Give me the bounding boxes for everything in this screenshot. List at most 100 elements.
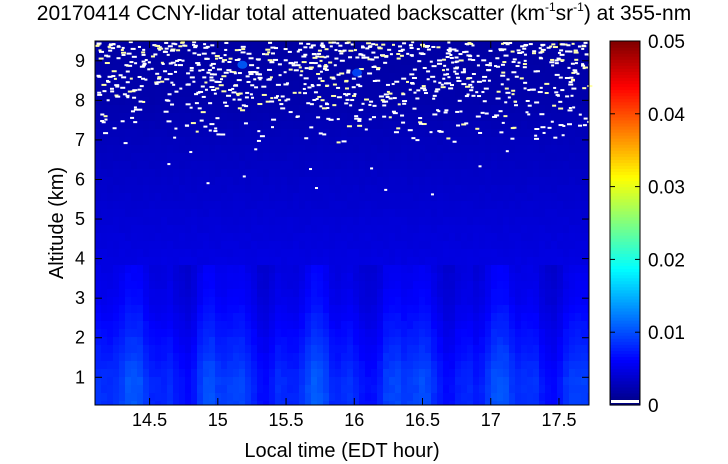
noise-speckle xyxy=(173,136,177,139)
heatmap-cell xyxy=(161,273,168,282)
heatmap-cell xyxy=(473,41,480,50)
heatmap-cell xyxy=(191,353,198,362)
heatmap-cell xyxy=(173,257,180,266)
noise-speckle xyxy=(166,120,172,123)
heatmap-cell xyxy=(161,185,168,194)
heatmap-cell xyxy=(401,337,408,346)
heatmap-cell xyxy=(575,281,582,290)
heatmap-cell xyxy=(203,273,210,282)
heatmap-cell xyxy=(281,97,288,106)
heatmap-cell xyxy=(461,249,468,258)
heatmap-cell xyxy=(113,241,120,250)
heatmap-cell xyxy=(131,201,138,210)
heatmap-cell xyxy=(239,41,246,50)
heatmap-cell xyxy=(431,209,438,218)
heatmap-cell xyxy=(305,217,312,226)
heatmap-cell xyxy=(323,161,330,170)
heatmap-cell xyxy=(251,385,258,394)
heatmap-cell xyxy=(203,249,210,258)
noise-speckle xyxy=(368,118,372,121)
heatmap-cell xyxy=(473,193,480,202)
heatmap-cell xyxy=(293,345,300,354)
heatmap-cell xyxy=(479,337,486,346)
heatmap-cell xyxy=(533,249,540,258)
noise-speckle xyxy=(552,104,557,107)
noise-speckle xyxy=(534,134,538,137)
heatmap-cell xyxy=(449,217,456,226)
noise-speckle xyxy=(353,93,357,96)
heatmap-cell xyxy=(269,353,276,362)
noise-speckle xyxy=(302,87,306,90)
heatmap-cell xyxy=(119,313,126,322)
heatmap-cell xyxy=(149,89,156,98)
heatmap-cell xyxy=(227,41,234,50)
heatmap-cell xyxy=(359,369,366,378)
heatmap-cell xyxy=(449,145,456,154)
heatmap-cell xyxy=(461,297,468,306)
heatmap-cell xyxy=(509,73,516,82)
heatmap-cell xyxy=(491,369,498,378)
heatmap-cell xyxy=(269,393,276,402)
heatmap-cell xyxy=(527,385,534,394)
heatmap-cell xyxy=(167,73,174,82)
heatmap-cell xyxy=(569,273,576,282)
heatmap-cell xyxy=(479,273,486,282)
heatmap-cell xyxy=(107,321,114,330)
heatmap-cell xyxy=(239,321,246,330)
heatmap-cell xyxy=(119,97,126,106)
heatmap-cell xyxy=(533,337,540,346)
noise-speckle xyxy=(224,104,229,107)
noise-speckle xyxy=(375,43,379,46)
heatmap-cell xyxy=(359,353,366,362)
heatmap-cell xyxy=(461,81,468,90)
heatmap-cell xyxy=(299,241,306,250)
heatmap-cell xyxy=(329,41,336,50)
noise-speckle xyxy=(224,41,229,44)
heatmap-cell xyxy=(137,185,144,194)
heatmap-cell xyxy=(551,161,558,170)
heatmap-cell xyxy=(359,57,366,66)
heatmap-cell xyxy=(515,361,522,370)
noise-speckle xyxy=(422,87,427,90)
noise-speckle xyxy=(476,54,480,57)
heatmap-cell xyxy=(461,369,468,378)
heatmap-cell xyxy=(425,305,432,314)
colorbar-segment xyxy=(610,344,640,348)
heatmap-cell xyxy=(383,193,390,202)
heatmap-cell xyxy=(263,241,270,250)
heatmap-cell xyxy=(515,57,522,66)
colorbar-segment xyxy=(610,204,640,209)
heatmap-cell xyxy=(587,105,590,114)
noise-speckle xyxy=(274,47,279,50)
noise-speckle xyxy=(568,81,573,84)
noise-speckle xyxy=(368,103,372,106)
heatmap-cell xyxy=(191,233,198,242)
heatmap-cell xyxy=(197,345,204,354)
heatmap-cell xyxy=(527,49,534,58)
heatmap-cell xyxy=(323,201,330,210)
heatmap-cell xyxy=(323,369,330,378)
heatmap-cell xyxy=(131,193,138,202)
heatmap-cell xyxy=(365,105,372,114)
heatmap-cell xyxy=(407,297,414,306)
noise-speckle xyxy=(588,63,592,66)
heatmap-cell xyxy=(383,129,390,138)
heatmap-cell xyxy=(413,385,420,394)
heatmap-cell xyxy=(461,129,468,138)
noise-speckle xyxy=(492,115,498,118)
noise-speckle xyxy=(242,175,246,178)
heatmap-cell xyxy=(137,121,144,130)
heatmap-cell xyxy=(479,41,486,50)
heatmap-cell xyxy=(329,185,336,194)
heatmap-cell xyxy=(407,377,414,386)
heatmap-cell xyxy=(323,145,330,154)
heatmap-cell xyxy=(569,265,576,274)
heatmap-cell xyxy=(581,401,588,406)
heatmap-cell xyxy=(473,73,480,82)
noise-speckle xyxy=(570,78,575,81)
heatmap-cell xyxy=(347,161,354,170)
heatmap-cell xyxy=(533,353,540,362)
heatmap-cell xyxy=(353,185,360,194)
noise-speckle xyxy=(373,65,377,68)
heatmap-cell xyxy=(479,289,486,298)
